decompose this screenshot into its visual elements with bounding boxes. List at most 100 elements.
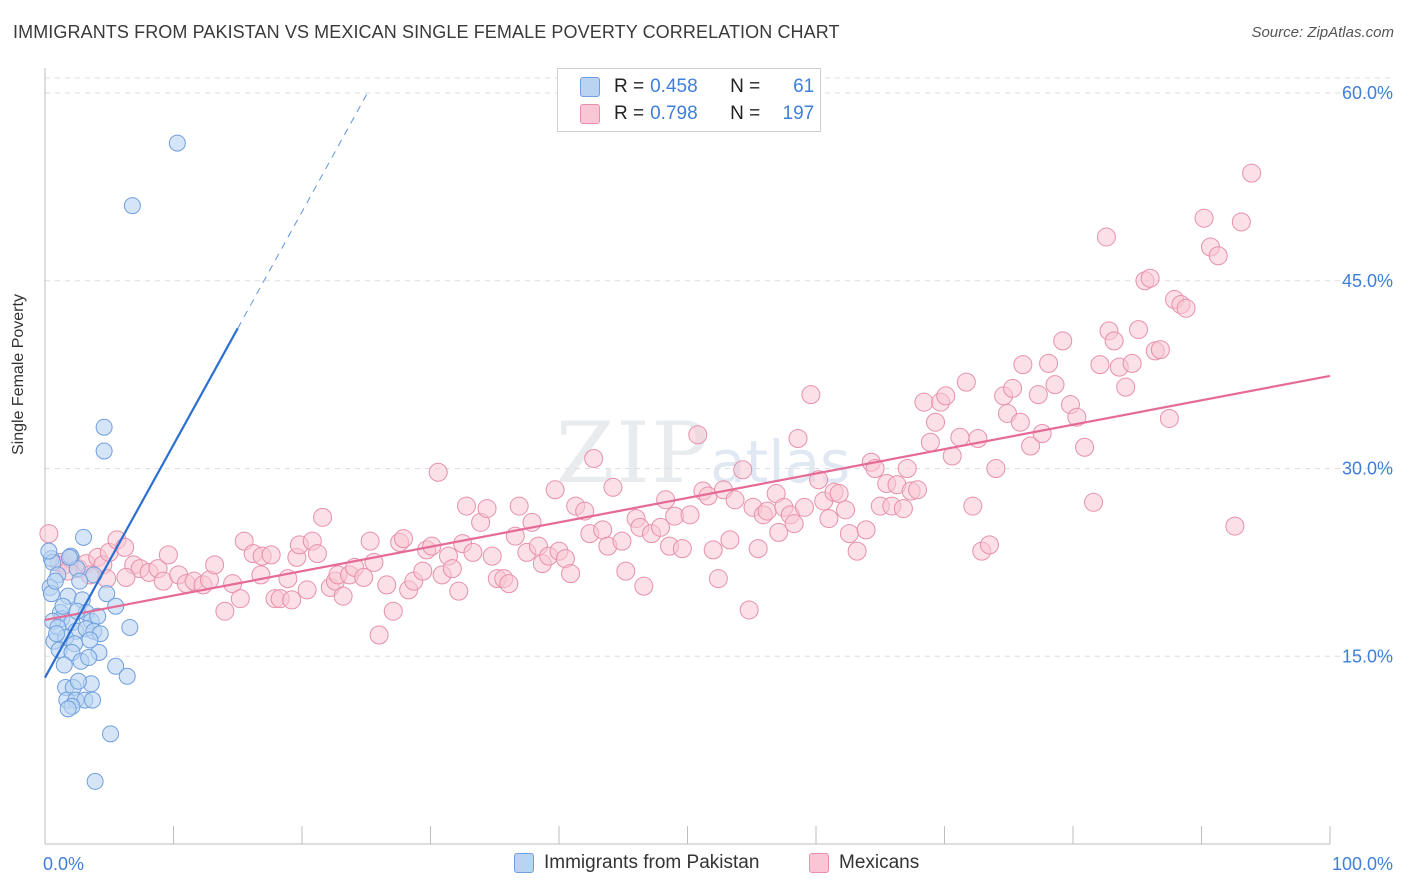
mexicans-point <box>307 544 327 564</box>
pakistan-swatch <box>580 77 600 97</box>
series-legend: Immigrants from Pakistan Mexicans <box>0 852 1406 878</box>
mexicans-swatch <box>580 104 600 124</box>
chart-title: IMMIGRANTS FROM PAKISTAN VS MEXICAN SING… <box>13 22 840 42</box>
pakistan-point <box>102 725 120 743</box>
mexicans-point <box>1194 208 1214 228</box>
mexicans-point <box>1039 353 1059 373</box>
mexicans-point <box>612 531 632 551</box>
mexicans-point <box>1116 377 1136 397</box>
mexicans-point <box>383 601 403 621</box>
y-axis-label: Single Female Poverty <box>10 294 27 455</box>
mexicans-point <box>449 581 469 601</box>
mexicans-point <box>819 509 839 529</box>
mexicans-point <box>261 545 281 565</box>
mexicans-point <box>1208 246 1228 266</box>
mexicans-point <box>1225 516 1245 536</box>
mexicans-point <box>360 531 380 551</box>
pakistan-point <box>71 572 89 590</box>
mexicans-point <box>788 428 808 448</box>
pakistan-point <box>60 548 78 566</box>
mexicans-point <box>1231 212 1251 232</box>
mexicans-point <box>394 529 414 549</box>
mexicans-point <box>1176 298 1196 318</box>
pakistan-point <box>95 418 113 436</box>
mexicans-point <box>893 499 913 519</box>
trend-lines <box>44 90 1331 679</box>
mexicans-point <box>158 545 178 565</box>
legend-item-pakistan[interactable]: Immigrants from Pakistan <box>514 852 759 874</box>
pakistan-point <box>48 625 66 643</box>
mexicans-point <box>757 501 777 521</box>
mexicans-point <box>333 586 353 606</box>
legend-row-pakistan: R = 0.458 N = 61 <box>580 73 814 101</box>
legend-item-mexicans[interactable]: Mexicans <box>809 852 919 874</box>
mexicans-point <box>1003 378 1023 398</box>
mexicans-point <box>1096 227 1116 247</box>
mexicans-point <box>369 625 389 645</box>
pakistan-point <box>123 197 141 215</box>
pakistan-point <box>98 585 116 603</box>
pakistan-point <box>59 700 77 718</box>
mexicans-point <box>1140 268 1160 288</box>
mexicans-point <box>897 459 917 479</box>
mexicans-point <box>979 535 999 555</box>
mexicans-point <box>1032 423 1052 443</box>
mexicans-point <box>801 385 821 405</box>
mexicans-point <box>205 555 225 575</box>
mexicans-point <box>1122 353 1142 373</box>
mexicans-point <box>115 537 135 557</box>
mexicans-point <box>603 477 623 497</box>
mexicans-point <box>1021 436 1041 456</box>
pakistan-point <box>84 691 102 709</box>
watermark: ZIPatlas <box>556 404 850 502</box>
source-label: Source: ZipAtlas.com <box>1251 24 1394 41</box>
mexicans-point <box>297 580 317 600</box>
mexicans-point <box>463 542 483 562</box>
mexicans-point <box>428 462 448 482</box>
pakistan-trend-line <box>44 327 239 679</box>
pakistan-point <box>75 528 93 546</box>
mexicans-point <box>926 412 946 432</box>
pakistan-point <box>81 631 99 649</box>
mexicans-point <box>39 524 59 544</box>
mexicans-point <box>1129 320 1149 340</box>
mexicans-point <box>1053 331 1073 351</box>
n-label: N = <box>730 103 761 124</box>
mexicans-point <box>1159 408 1179 428</box>
mexicans-point <box>839 524 859 544</box>
mexicans-point <box>908 480 928 500</box>
mexicans-point <box>725 490 745 510</box>
r-value: 0.458 <box>650 76 698 97</box>
mexicans-point <box>1104 331 1124 351</box>
pakistan-point <box>168 134 186 152</box>
mexicans-point <box>593 520 613 540</box>
mexicans-point <box>920 432 940 452</box>
pakistan-point <box>80 649 98 667</box>
correlation-legend: R = 0.458 N = 61 R = 0.798 N = 197 <box>557 68 821 132</box>
n-value: 61 <box>793 76 815 97</box>
mexicans-point <box>499 574 519 594</box>
mexicans-points <box>39 163 1262 645</box>
mexicans-swatch <box>809 853 829 873</box>
y-tick-label: 45.0% <box>1342 271 1393 291</box>
mexicans-point <box>413 561 433 581</box>
mexicans-point <box>809 470 829 490</box>
pakistan-point <box>107 657 125 675</box>
mexicans-point <box>963 496 983 516</box>
mexicans-point <box>230 589 250 609</box>
mexicans-point <box>1010 412 1030 432</box>
mexicans-point <box>442 559 462 579</box>
mexicans-point <box>634 576 654 596</box>
mexicans-point <box>986 459 1006 479</box>
mexicans-point <box>116 567 136 587</box>
mexicans-point <box>836 500 856 520</box>
pakistan-point <box>46 572 64 590</box>
mexicans-point <box>313 507 333 527</box>
mexicans-point <box>847 541 867 561</box>
mexicans-point <box>720 530 740 550</box>
r-label: R = <box>614 76 645 97</box>
mexicans-point <box>1150 340 1170 360</box>
mexicans-point <box>733 460 753 480</box>
mexicans-point <box>477 499 497 519</box>
pakistan-points <box>40 134 186 790</box>
